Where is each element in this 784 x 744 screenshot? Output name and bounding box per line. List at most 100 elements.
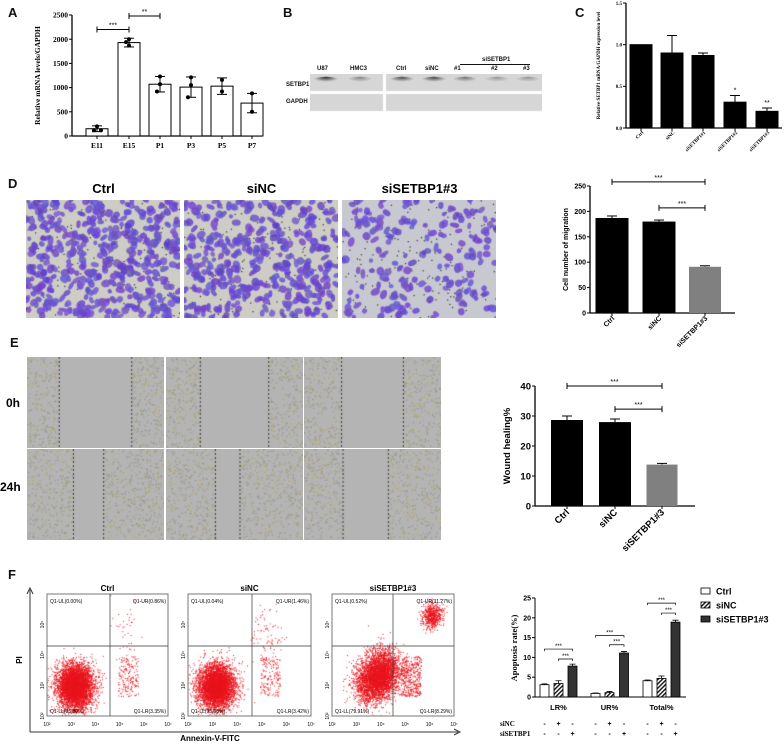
quadrant-label-lr: Q1-LR(3.35%) <box>134 709 167 715</box>
y-tick-label: 0 <box>526 501 531 512</box>
significance-bracket <box>611 178 706 185</box>
error-bar <box>606 691 613 693</box>
x-tick-label: 10² <box>328 722 336 728</box>
x-tick-label: 10⁷ <box>450 722 458 728</box>
row-label-24h: 24h <box>0 480 21 494</box>
y-tick-label: 10⁴ <box>325 651 331 659</box>
bar <box>670 621 681 698</box>
wound-image <box>304 357 441 448</box>
bar-chart-e: 0 10 20 30 40 Wound healing% Ctrl siNC siSETBP1#… <box>502 379 695 554</box>
significance-label: *** <box>613 640 621 646</box>
quadrant-label-ul: Q1-UL(0.04%) <box>191 599 224 605</box>
row-label-setbp1: SETBP1 <box>286 82 310 88</box>
bar <box>567 665 578 698</box>
y-tick-label: 10⁴ <box>40 651 46 659</box>
x-tick-label: Ctrl <box>603 315 617 329</box>
y-tick-label: 100 <box>574 260 586 267</box>
data-point <box>186 95 190 100</box>
wound-image <box>166 449 303 540</box>
data-point <box>189 75 193 80</box>
bar <box>646 464 678 506</box>
micrograph-ctrl <box>26 200 180 318</box>
bar <box>590 693 601 698</box>
y-tick-label: 10⁵ <box>40 621 46 629</box>
y-axis-label: Wound healing% <box>502 407 513 484</box>
y-tick-label: 50 <box>578 285 586 292</box>
panel-label-f: F <box>8 567 16 582</box>
x-tick-label: 10² <box>184 722 192 728</box>
data-point <box>99 128 103 133</box>
condition-sign: + <box>622 731 626 738</box>
significance-star: * <box>734 88 737 95</box>
x-tick-label: 10⁷ <box>164 722 172 728</box>
bar <box>642 680 653 698</box>
legend-label: siSETBP1#3 <box>716 615 769 625</box>
x-tick-label: siNC <box>665 130 676 141</box>
significance-bracket <box>661 612 676 616</box>
lane-label: U87 <box>317 66 329 72</box>
significance-star: ** <box>764 100 770 107</box>
image-title: siSETBP1#3 <box>381 181 458 196</box>
x-tick-label: E15 <box>123 141 136 150</box>
x-axis-arrow <box>30 728 462 736</box>
y-tick-label: 1.0 <box>616 43 623 48</box>
condition-sign: - <box>646 721 649 728</box>
y-tick-label: 10² <box>181 712 187 720</box>
error-bar <box>555 680 562 684</box>
significance-label: *** <box>610 379 618 386</box>
y-tick-label: 0.0 <box>616 127 623 132</box>
flow-plot-frame <box>46 593 169 717</box>
y-tick-label: 10² <box>40 712 46 720</box>
data-point <box>155 89 159 94</box>
y-tick-label: 1000 <box>53 83 68 92</box>
error-bar <box>541 683 548 685</box>
condition-sign: - <box>608 731 611 738</box>
x-tick-label: P1 <box>156 141 165 150</box>
significance-bracket <box>96 26 130 33</box>
condition-row-label: siNC <box>500 720 515 728</box>
x-tick-label: 10⁵ <box>401 722 409 728</box>
panel-label-c: C <box>575 5 585 20</box>
bar-chart-a: 0 500 1000 1500 2000 2500 Relative mRNA levels… <box>33 9 264 150</box>
y-tick-label: 10³ <box>181 682 187 690</box>
flow-plot-title: Ctrl <box>101 584 115 593</box>
bar <box>619 652 629 698</box>
bar <box>595 218 629 314</box>
legend-swatch <box>700 601 711 609</box>
significance-label: ** <box>142 9 148 16</box>
lane-label: #2 <box>491 66 498 72</box>
lane-label: HMC3 <box>350 66 368 72</box>
x-tick-label: 10⁶ <box>283 722 291 728</box>
condition-sign: - <box>543 731 546 738</box>
error-bar <box>621 651 627 654</box>
x-tick-label: P3 <box>187 141 196 150</box>
condition-sign: - <box>594 731 597 738</box>
y-tick-label: 1500 <box>53 59 68 68</box>
data-point <box>220 77 224 82</box>
condition-sign: + <box>673 731 677 738</box>
flow-plot-title: siSETBP1#3 <box>370 584 417 593</box>
x-tick-label: siNC <box>597 507 620 530</box>
quadrant-label-ll: Q1-LL(79.91%) <box>335 709 370 715</box>
condition-sign: - <box>646 731 649 738</box>
condition-sign: - <box>594 721 597 728</box>
y-tick-label: 15 <box>523 635 531 642</box>
significance-bracket <box>128 12 161 19</box>
data-point <box>220 89 224 94</box>
flow-plot-title: siNC <box>240 584 258 593</box>
flow-scatter-ctrl <box>47 594 169 716</box>
flow-plot-frame <box>187 593 312 717</box>
bar <box>723 101 747 129</box>
data-point <box>250 91 254 96</box>
row-label-gapdh: GAPDH <box>286 99 308 105</box>
y-axis-label: Apoptosis rate(%) <box>509 614 519 681</box>
flow-y-label: PI <box>15 656 24 664</box>
micrograph-sisetbp1 <box>342 200 496 318</box>
legend-swatch <box>700 615 711 623</box>
bar <box>689 266 721 313</box>
x-tick-label: siSETBP1#3 <box>749 130 772 153</box>
x-tick-label: siSETBP1#3 <box>620 507 667 554</box>
bar <box>691 55 715 129</box>
quadrant-label-lr: Q1-LR(3.42%) <box>277 709 310 715</box>
